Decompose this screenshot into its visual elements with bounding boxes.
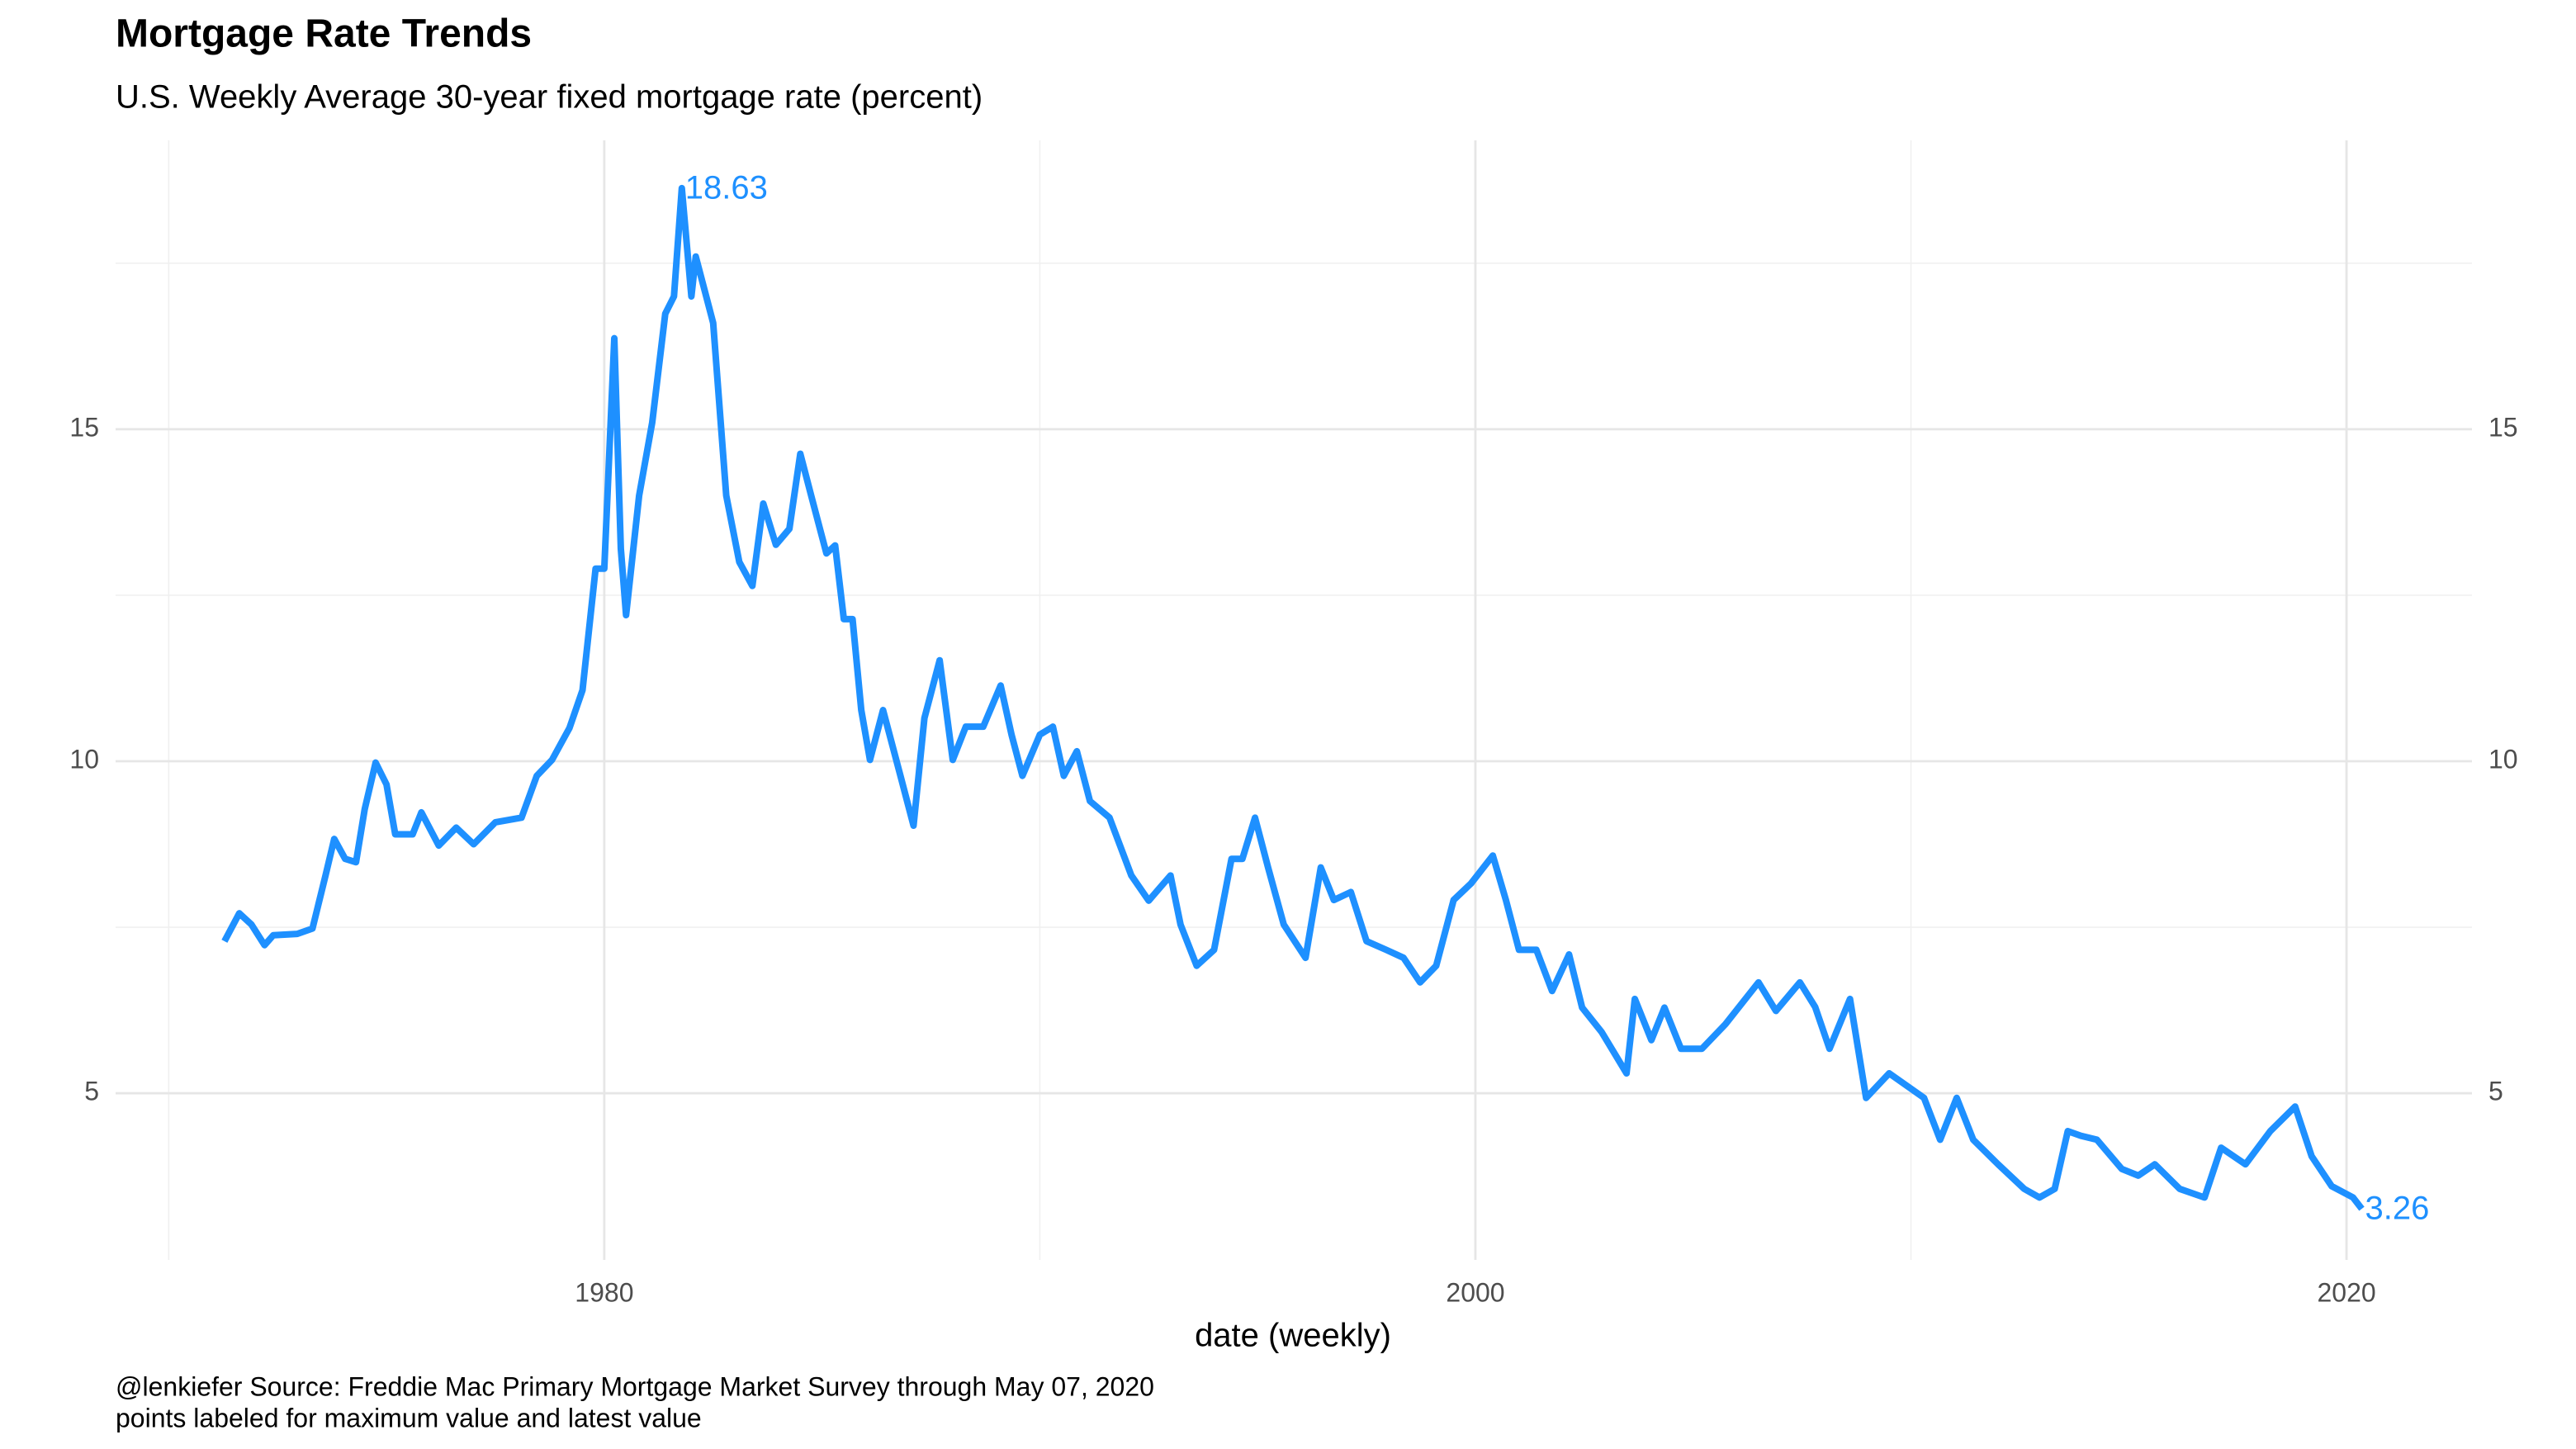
x-tick-label: 2020 [2317, 1277, 2375, 1307]
x-axis-title: date (weekly) [1195, 1318, 1391, 1354]
point-label: 3.26 [2365, 1191, 2430, 1227]
plot-area: 18.63 3.26 [221, 169, 2430, 1227]
y-tick-label: 10 [69, 744, 99, 774]
caption: @lenkiefer Source: Freddie Mac Primary M… [116, 1371, 1154, 1401]
y-tick-label: 15 [69, 412, 99, 442]
y2-tick-label: 5 [2488, 1077, 2503, 1106]
y2-tick-label: 10 [2488, 744, 2518, 774]
chart-title: Mortgage Rate Trends [116, 12, 532, 56]
x-tick-label: 1980 [575, 1277, 633, 1307]
rate-line [221, 184, 2365, 1211]
caption: points labeled for maximum value and lat… [116, 1403, 702, 1432]
point-label: 18.63 [685, 169, 768, 206]
x-tick-label: 2000 [1446, 1277, 1504, 1307]
chart-subtitle: U.S. Weekly Average 30-year fixed mortga… [116, 79, 983, 116]
y-tick-label: 5 [84, 1077, 99, 1106]
y2-tick-label: 15 [2488, 412, 2518, 442]
grid: 1980 2000 2020 5 5 10 10 15 15 [69, 140, 2518, 1307]
